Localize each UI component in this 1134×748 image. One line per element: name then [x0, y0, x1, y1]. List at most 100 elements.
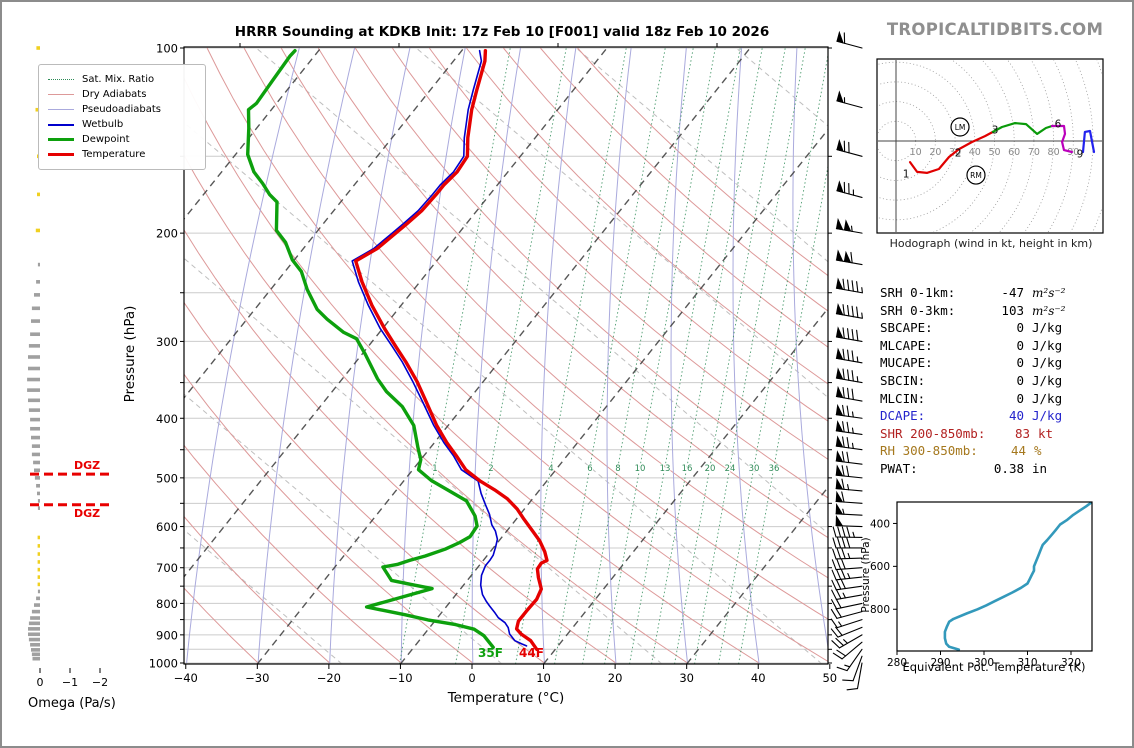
stat-row: SRH 0-1km: -47 m²s⁻² [880, 285, 1088, 303]
stat-label: DCAPE: [880, 408, 926, 424]
legend: Sat. Mix. Ratio Dry Adiabats Pseudoadiab… [38, 64, 206, 170]
svg-text:LM: LM [955, 123, 966, 132]
svg-text:1: 1 [903, 169, 910, 181]
legend-item: Pseudoadiabats [48, 102, 196, 117]
svg-text:−30: −30 [245, 671, 269, 685]
stat-label: SHR 200-850mb: [880, 425, 986, 441]
surface-temp-label: 44F [519, 646, 544, 660]
svg-text:10: 10 [635, 464, 646, 474]
svg-text:700: 700 [156, 561, 178, 575]
stat-value: 103 [1001, 302, 1024, 318]
stat-row: SBCIN: 0 J/kg [880, 373, 1088, 391]
chart-title: HRRR Sounding at KDKB Init: 17z Feb 10 [… [234, 24, 770, 40]
svg-text:310: 310 [1017, 657, 1037, 669]
sat-mix-ratio-swatch [48, 79, 74, 80]
wetbulb-swatch [48, 123, 74, 126]
svg-text:13: 13 [660, 464, 671, 474]
svg-text:3: 3 [992, 124, 999, 136]
dgz-label-upper: DGZ [74, 459, 101, 472]
legend-item-label: Wetbulb [82, 119, 124, 130]
stat-label: MLCIN: [880, 390, 926, 406]
theta-e-xaxis-label: Equivalent Pot. Temperature (K) [902, 660, 1086, 674]
dewpoint-swatch [48, 138, 74, 141]
svg-text:24: 24 [725, 464, 736, 474]
svg-text:9: 9 [1077, 149, 1084, 161]
stat-value: 40 [1008, 408, 1024, 424]
stat-value: 0 [1016, 320, 1024, 336]
stat-value: 0 [1016, 355, 1024, 371]
svg-text:40: 40 [969, 147, 981, 158]
svg-text:6: 6 [587, 464, 592, 474]
svg-text:−1: −1 [62, 676, 78, 689]
svg-text:50: 50 [988, 147, 1000, 158]
legend-item: Wetbulb [48, 117, 196, 132]
stat-label: PWAT: [880, 460, 918, 476]
svg-text:90: 90 [1067, 147, 1079, 158]
svg-text:80: 80 [1048, 147, 1060, 158]
svg-text:−2: −2 [92, 676, 108, 689]
svg-text:300: 300 [156, 335, 178, 349]
svg-text:200: 200 [156, 227, 178, 241]
stat-unit: J/kg [1032, 320, 1063, 336]
stat-value: 0 [1016, 390, 1024, 406]
stat-unit: J/kg [1032, 390, 1063, 406]
surface-dewpoint-label: 35F [478, 646, 503, 660]
svg-text:−10: −10 [388, 671, 412, 685]
svg-text:0: 0 [468, 671, 475, 685]
svg-text:16: 16 [682, 464, 693, 474]
stat-label: SBCIN: [880, 372, 926, 388]
svg-text:−40: −40 [174, 671, 198, 685]
stat-unit: J/kg [1032, 372, 1063, 388]
dry-adiabats-swatch [48, 94, 74, 95]
stat-row: SHR 200-850mb: 83 kt [880, 426, 1088, 444]
watermark: TROPICALTIDBITS.COM [886, 20, 1104, 39]
stat-row: MLCIN: 0 J/kg [880, 391, 1088, 409]
legend-item-label: Sat. Mix. Ratio [82, 74, 155, 85]
stat-label: SBCAPE: [880, 320, 933, 336]
svg-text:600: 600 [870, 561, 890, 573]
stat-value: 83 [1014, 425, 1030, 441]
legend-item-label: Pseudoadiabats [82, 104, 162, 115]
legend-item-label: Dry Adiabats [82, 89, 147, 100]
stat-value: -47 [1001, 285, 1024, 300]
theta-e-yaxis-label: Pressure (hPa) [860, 537, 872, 613]
svg-text:70: 70 [1028, 147, 1040, 158]
svg-text:40: 40 [751, 671, 766, 685]
stat-unit: m²s⁻² [1032, 286, 1066, 300]
svg-text:20: 20 [705, 464, 716, 474]
svg-text:60: 60 [1008, 147, 1020, 158]
legend-item-label: Dewpoint [82, 134, 130, 145]
pressure-axis-label: Pressure (hPa) [122, 305, 138, 403]
svg-text:2: 2 [488, 464, 493, 474]
svg-text:8: 8 [615, 464, 620, 474]
svg-text:4: 4 [548, 464, 553, 474]
svg-text:30: 30 [679, 671, 694, 685]
pseudoadiabats-swatch [48, 109, 74, 110]
stat-label: MUCAPE: [880, 355, 933, 371]
stat-label: MLCAPE: [880, 337, 933, 353]
svg-text:30: 30 [749, 464, 760, 474]
svg-text:100: 100 [156, 42, 178, 56]
svg-text:1000: 1000 [149, 657, 178, 671]
stat-unit: J/kg [1032, 337, 1063, 353]
legend-item: Sat. Mix. Ratio [48, 72, 196, 87]
legend-item: Dry Adiabats [48, 87, 196, 102]
stat-unit: kt [1038, 425, 1054, 441]
svg-text:900: 900 [156, 628, 178, 642]
temperature-swatch [48, 153, 74, 156]
svg-text:400: 400 [156, 412, 178, 426]
svg-text:20: 20 [608, 671, 623, 685]
legend-item: Dewpoint [48, 132, 196, 147]
stat-row: SBCAPE: 0 J/kg [880, 320, 1088, 338]
svg-text:0: 0 [37, 676, 44, 689]
svg-text:1: 1 [432, 464, 437, 474]
stat-row: MUCAPE: 0 J/kg [880, 355, 1088, 373]
dgz-label-lower: DGZ [74, 507, 101, 520]
svg-text:500: 500 [156, 471, 178, 485]
stat-row: MLCAPE: 0 J/kg [880, 338, 1088, 356]
stat-unit: m²s⁻² [1032, 303, 1066, 318]
stat-value: 0 [1016, 372, 1024, 388]
svg-text:400: 400 [870, 518, 890, 530]
svg-text:−20: −20 [317, 671, 341, 685]
